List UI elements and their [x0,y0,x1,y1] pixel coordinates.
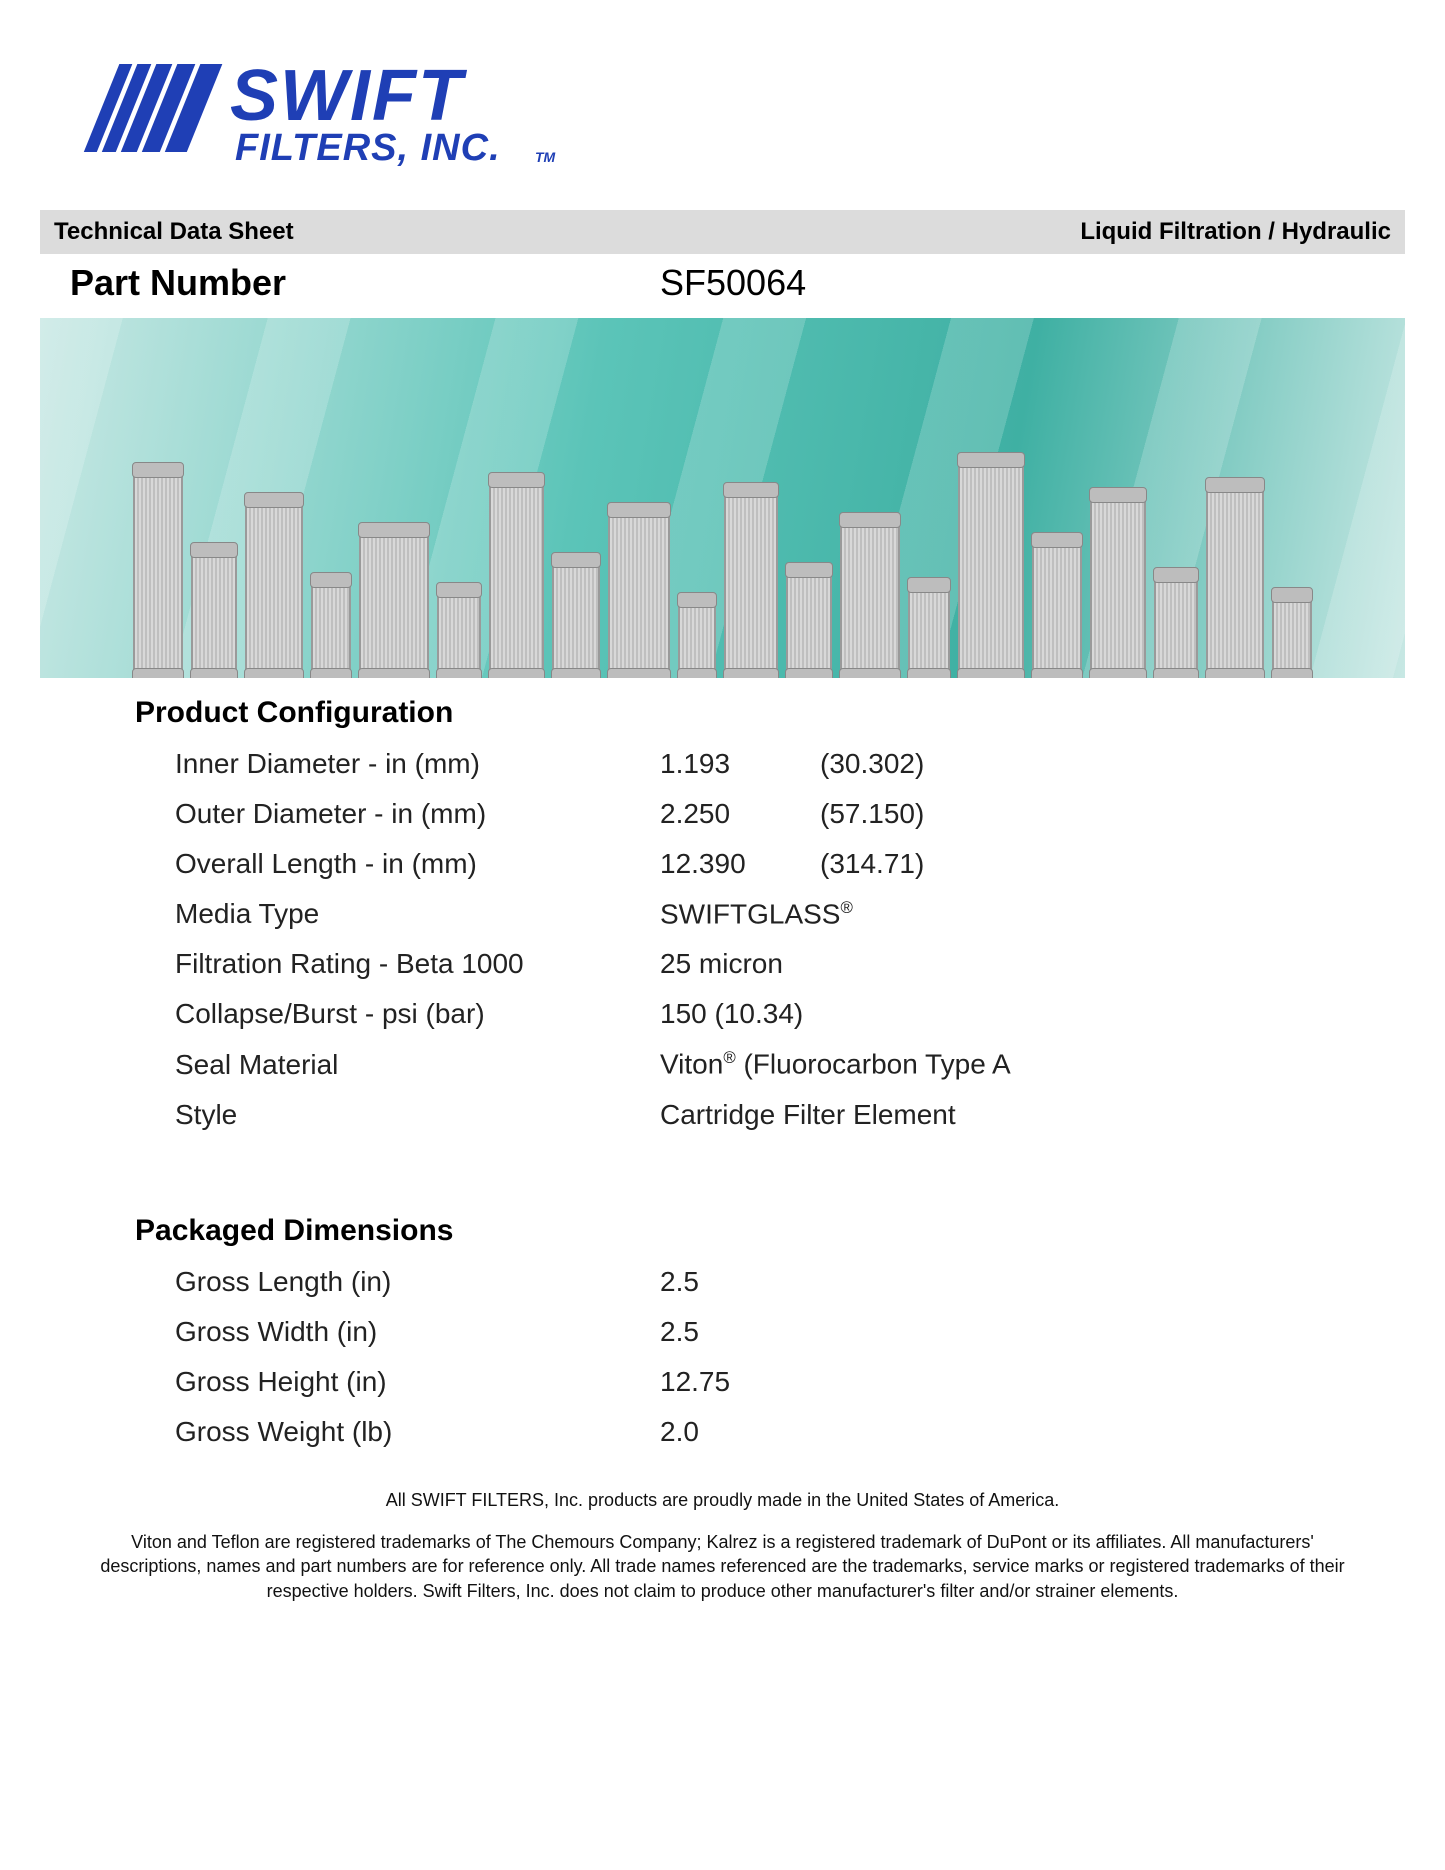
header-bar: Technical Data Sheet Liquid Filtration /… [40,210,1405,254]
spec-label: Gross Height (in) [175,1366,660,1398]
spec-value-secondary: (314.71) [820,848,924,880]
spec-value: 2.5 [660,1266,699,1298]
spec-row: Inner Diameter - in (mm)1.193(30.302) [175,748,1405,780]
spec-label: Gross Width (in) [175,1316,660,1348]
packaged-dimensions-table: Gross Length (in)2.5Gross Width (in)2.5G… [175,1266,1405,1448]
header-right: Liquid Filtration / Hydraulic [1080,218,1391,246]
spec-row: StyleCartridge Filter Element [175,1099,1405,1131]
part-number-row: Part Number SF50064 [40,254,1405,318]
spec-value: 2.0 [660,1416,699,1448]
footer-disclaimer: All SWIFT FILTERS, Inc. products are pro… [40,1488,1405,1603]
spec-value: 12.75 [660,1366,730,1398]
datasheet-page: SWIFT FILTERS, INC. TM Technical Data Sh… [0,0,1445,1651]
spec-value: Cartridge Filter Element [660,1099,956,1131]
spec-label: Gross Weight (lb) [175,1416,660,1448]
spec-label: Collapse/Burst - psi (bar) [175,998,660,1030]
spec-row: Media TypeSWIFTGLASS® [175,898,1405,930]
spec-label: Overall Length - in (mm) [175,848,660,880]
spec-row: Seal MaterialViton® (Fluorocarbon Type A [175,1048,1405,1080]
spec-value-secondary: (57.150) [820,798,924,830]
spec-value-primary: 2.250 [660,798,820,830]
spec-label: Style [175,1099,660,1131]
section-title-packaged: Packaged Dimensions [135,1214,1405,1248]
part-number-label: Part Number [70,262,660,304]
spec-row: Outer Diameter - in (mm)2.250(57.150) [175,798,1405,830]
spec-value: 2.5 [660,1316,699,1348]
spec-value-secondary: (30.302) [820,748,924,780]
spec-value: 25 micron [660,948,783,980]
spec-label: Outer Diameter - in (mm) [175,798,660,830]
spec-row: Overall Length - in (mm)12.390(314.71) [175,848,1405,880]
svg-text:TM: TM [535,149,556,165]
product-hero-image [40,318,1405,678]
header-left: Technical Data Sheet [54,218,294,246]
spec-row: Gross Length (in)2.5 [175,1266,1405,1298]
spec-value: 150 (10.34) [660,998,803,1030]
footer-line1: All SWIFT FILTERS, Inc. products are pro… [100,1488,1345,1512]
spec-label: Media Type [175,898,660,930]
product-config-table: Inner Diameter - in (mm)1.193(30.302) Out… [175,748,1405,1131]
spec-value-primary: 12.390 [660,848,820,880]
part-number-value: SF50064 [660,262,806,304]
spec-label: Gross Length (in) [175,1266,660,1298]
svg-text:SWIFT: SWIFT [230,56,468,136]
spec-label: Filtration Rating - Beta 1000 [175,948,660,980]
spec-row: Collapse/Burst - psi (bar)150 (10.34) [175,998,1405,1030]
spec-value: Viton® (Fluorocarbon Type A [660,1048,1011,1080]
spec-row: Gross Weight (lb)2.0 [175,1416,1405,1448]
spec-value-primary: 1.193 [660,748,820,780]
spec-label: Inner Diameter - in (mm) [175,748,660,780]
spec-value: SWIFTGLASS® [660,898,853,930]
section-title-product-config: Product Configuration [135,696,1405,730]
footer-line2: Viton and Teflon are registered trademar… [100,1530,1345,1603]
svg-text:FILTERS, INC.: FILTERS, INC. [235,127,501,169]
spec-label: Seal Material [175,1049,660,1081]
spec-row: Gross Height (in)12.75 [175,1366,1405,1398]
company-logo: SWIFT FILTERS, INC. TM [65,50,1405,185]
spec-row: Gross Width (in)2.5 [175,1316,1405,1348]
spec-row: Filtration Rating - Beta 100025 micron [175,948,1405,980]
